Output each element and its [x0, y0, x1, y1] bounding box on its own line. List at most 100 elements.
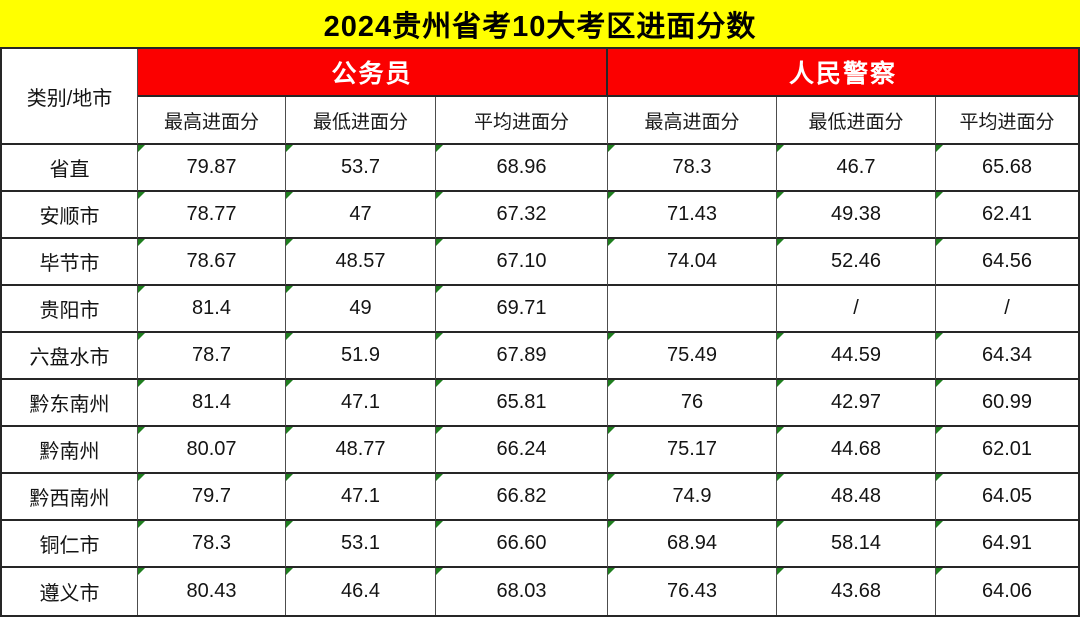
- score-value: 79.7: [192, 485, 231, 507]
- score-cell: 49.38: [777, 192, 936, 239]
- score-value: /: [853, 297, 859, 319]
- score-cell: 67.32: [436, 192, 608, 239]
- score-value: 51.9: [341, 344, 380, 366]
- score-value: 67.89: [496, 344, 547, 366]
- text-format-flag-icon: [608, 239, 615, 246]
- score-cell: 68.03: [436, 568, 608, 615]
- score-value: 64.06: [981, 580, 1033, 602]
- score-value: 68.94: [666, 532, 718, 554]
- score-cell: 53.1: [286, 521, 436, 568]
- text-format-flag-icon: [138, 568, 145, 575]
- score-cell: 78.77: [138, 192, 286, 239]
- score-cell: 62.01: [936, 427, 1078, 474]
- score-value: 67.32: [496, 203, 547, 225]
- region-cell: 遵义市: [2, 568, 138, 615]
- text-format-flag-icon: [286, 427, 293, 434]
- text-format-flag-icon: [436, 521, 443, 528]
- corner-header: 类别/地市: [2, 49, 138, 145]
- text-format-flag-icon: [777, 521, 784, 528]
- score-value: 58.14: [830, 532, 882, 554]
- score-value: 62.41: [981, 203, 1033, 225]
- text-format-flag-icon: [777, 474, 784, 481]
- text-format-flag-icon: [777, 192, 784, 199]
- score-cell: 42.97: [777, 380, 936, 427]
- text-format-flag-icon: [436, 380, 443, 387]
- text-format-flag-icon: [286, 239, 293, 246]
- text-format-flag-icon: [138, 145, 145, 152]
- text-format-flag-icon: [436, 192, 443, 199]
- subheader-cs-avg: 平均进面分: [436, 97, 608, 145]
- score-value: 78.3: [192, 532, 231, 554]
- score-cell: 68.96: [436, 145, 608, 192]
- score-value: 52.46: [830, 250, 882, 272]
- score-cell: 62.41: [936, 192, 1078, 239]
- score-value: 53.7: [341, 156, 380, 178]
- text-format-flag-icon: [936, 192, 943, 199]
- text-format-flag-icon: [286, 568, 293, 575]
- score-cell: 53.7: [286, 145, 436, 192]
- score-value: 64.56: [981, 250, 1033, 272]
- score-cell: 66.82: [436, 474, 608, 521]
- text-format-flag-icon: [286, 474, 293, 481]
- text-format-flag-icon: [138, 521, 145, 528]
- score-value: 78.67: [186, 250, 237, 272]
- score-cell: 65.81: [436, 380, 608, 427]
- region-cell: 铜仁市: [2, 521, 138, 568]
- score-value: 48.77: [335, 438, 386, 460]
- score-value: 69.71: [496, 297, 547, 319]
- score-cell: 47: [286, 192, 436, 239]
- text-format-flag-icon: [608, 380, 615, 387]
- score-value: 67.10: [496, 250, 547, 272]
- text-format-flag-icon: [138, 239, 145, 246]
- score-value: 66.60: [496, 532, 547, 554]
- text-format-flag-icon: [608, 474, 615, 481]
- score-cell: 51.9: [286, 333, 436, 380]
- score-cell: 78.67: [138, 239, 286, 286]
- score-cell: 76: [608, 380, 777, 427]
- score-cell: 79.7: [138, 474, 286, 521]
- score-cell: 78.7: [138, 333, 286, 380]
- score-value: 81.4: [192, 391, 231, 413]
- text-format-flag-icon: [777, 427, 784, 434]
- score-cell: 75.17: [608, 427, 777, 474]
- score-cell: 74.04: [608, 239, 777, 286]
- region-cell: 安顺市: [2, 192, 138, 239]
- text-format-flag-icon: [936, 474, 943, 481]
- score-value: 64.05: [981, 485, 1033, 507]
- score-cell: 74.9: [608, 474, 777, 521]
- score-value: 49: [349, 297, 372, 319]
- score-value: 53.1: [341, 532, 380, 554]
- text-format-flag-icon: [436, 145, 443, 152]
- text-format-flag-icon: [608, 333, 615, 340]
- text-format-flag-icon: [436, 239, 443, 246]
- score-cell: 46.4: [286, 568, 436, 615]
- score-value: 76.43: [666, 580, 718, 602]
- score-value: 80.07: [186, 438, 237, 460]
- score-value: 49.38: [830, 203, 882, 225]
- score-cell: 48.77: [286, 427, 436, 474]
- score-cell: 71.43: [608, 192, 777, 239]
- score-value: 76: [680, 391, 704, 413]
- score-cell: 81.4: [138, 380, 286, 427]
- score-cell: 64.06: [936, 568, 1078, 615]
- subheader-police-max: 最高进面分: [608, 97, 777, 145]
- score-cell: 64.05: [936, 474, 1078, 521]
- score-cell: 80.43: [138, 568, 286, 615]
- score-cell: 60.99: [936, 380, 1078, 427]
- text-format-flag-icon: [608, 192, 615, 199]
- score-cell: 78.3: [138, 521, 286, 568]
- score-value: 71.43: [666, 203, 718, 225]
- score-cell: 48.48: [777, 474, 936, 521]
- score-value: 62.01: [981, 438, 1033, 460]
- text-format-flag-icon: [436, 333, 443, 340]
- score-value: 66.82: [496, 485, 547, 507]
- group-header-police: 人民警察: [608, 49, 1078, 97]
- score-value: 44.59: [830, 344, 882, 366]
- text-format-flag-icon: [138, 427, 145, 434]
- text-format-flag-icon: [138, 474, 145, 481]
- text-format-flag-icon: [777, 380, 784, 387]
- region-cell: 六盘水市: [2, 333, 138, 380]
- score-cell: [608, 286, 777, 333]
- score-cell: 79.87: [138, 145, 286, 192]
